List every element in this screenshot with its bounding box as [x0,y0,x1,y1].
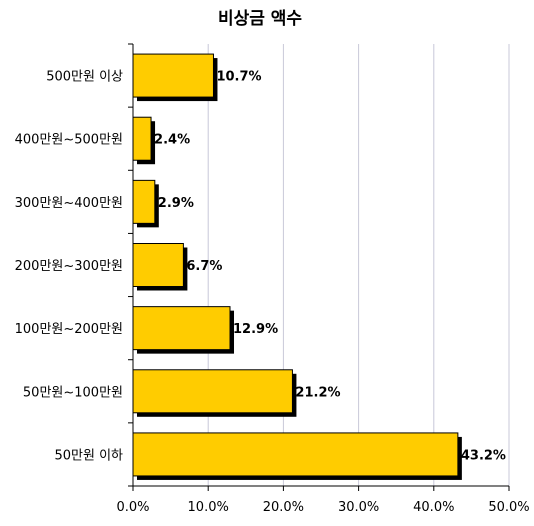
bar [132,306,231,351]
x-tick-label: 20.0% [263,500,304,515]
labels: 0.0% 10.0% 20.0% 30.0% 40.0% 50.0% 10.7% 500만원 … [15,70,530,515]
x-tick-label: 0.0% [116,500,149,515]
category-label: 200만원~300만원 [15,259,123,274]
category-label: 500만원 이상 [46,70,123,85]
data-label: 43.2% [461,448,506,463]
data-label: 2.9% [158,196,194,211]
category-label: 50만원 이하 [54,448,123,463]
x-tick-label: 30.0% [338,500,379,515]
category-label: 300만원~400만원 [15,196,123,211]
gridlines [207,44,510,486]
category-label: 50만원~100만원 [23,385,123,400]
x-tick-label: 50.0% [488,500,529,515]
axes [128,43,510,491]
bar [132,432,459,477]
x-tick-label: 10.0% [188,500,229,515]
chart-title: 비상금 액수 [218,9,302,29]
bars [132,53,462,480]
x-tick-label: 40.0% [413,500,454,515]
bar [132,243,184,287]
data-label: 10.7% [216,70,261,85]
bar [132,179,156,224]
bar [132,53,214,98]
data-label: 2.4% [154,133,190,148]
bar [132,369,293,414]
category-label: 400만원~500만원 [15,133,123,148]
data-label: 21.2% [295,385,340,400]
data-label: 12.9% [233,322,278,337]
data-label: 6.7% [186,259,222,274]
bar [132,116,152,161]
category-label: 100만원~200만원 [15,322,123,337]
